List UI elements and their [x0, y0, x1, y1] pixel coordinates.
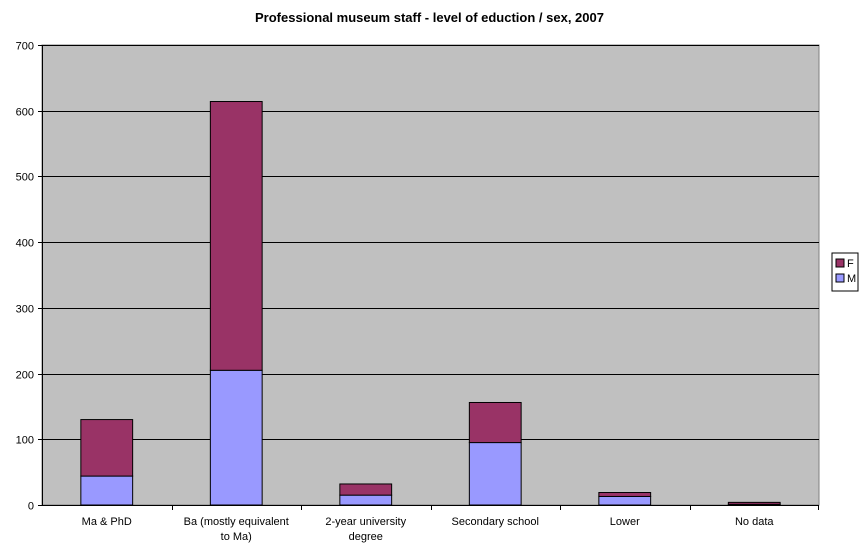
x-tick-label: Ma & PhD	[82, 516, 132, 528]
bar-f	[80, 419, 134, 477]
chart-title: Professional museum staff - level of edu…	[255, 10, 604, 25]
y-tick-label: 200	[16, 370, 34, 382]
x-tick-label: 2-year university degree	[325, 516, 406, 543]
x-tick-label-line: Lower	[610, 516, 640, 528]
y-tick-label: 500	[16, 172, 34, 184]
bar-m	[339, 494, 393, 506]
bar-f	[339, 483, 393, 496]
legend-swatch-f	[835, 258, 845, 268]
bar-f	[209, 101, 263, 371]
legend-label-f: F	[847, 258, 854, 270]
x-tick-label: Lower	[610, 516, 640, 528]
bar-f	[598, 492, 652, 497]
legend-swatch-m	[835, 273, 845, 283]
plot-background	[41, 44, 820, 506]
legend: FM	[831, 252, 859, 292]
x-tick-label: Secondary school	[452, 516, 539, 528]
y-tick-label: 100	[16, 435, 34, 447]
x-tick-label-line: to Ma)	[221, 531, 252, 543]
y-tick-label: 600	[16, 107, 34, 119]
bar-m	[598, 495, 652, 506]
bar-m	[80, 475, 134, 506]
y-tick-label: 700	[16, 41, 34, 53]
plot-area: 0 100 200 300 400 500 600 700 Ma & PhD Ba (mostly…	[16, 41, 820, 543]
bar-m	[209, 369, 263, 506]
x-tick-label: No data	[735, 516, 774, 528]
y-tick-label: 0	[28, 501, 34, 513]
bar-f	[727, 501, 781, 505]
bar-m	[468, 442, 522, 506]
bar-f	[468, 401, 522, 444]
x-tick-label-line: degree	[349, 531, 383, 543]
x-tick-label-line: Ba (mostly equivalent	[184, 516, 289, 528]
x-tick-label-line: 2-year university	[325, 516, 406, 528]
legend-label-m: M	[847, 273, 856, 285]
x-tick-label-line: No data	[735, 516, 774, 528]
x-tick-label-line: Secondary school	[452, 516, 539, 528]
x-tick-label-line: Ma & PhD	[82, 516, 132, 528]
y-tick-label: 300	[16, 304, 34, 316]
x-tick-label: Ba (mostly equivalent to Ma)	[184, 516, 289, 543]
y-tick-label: 400	[16, 238, 34, 250]
